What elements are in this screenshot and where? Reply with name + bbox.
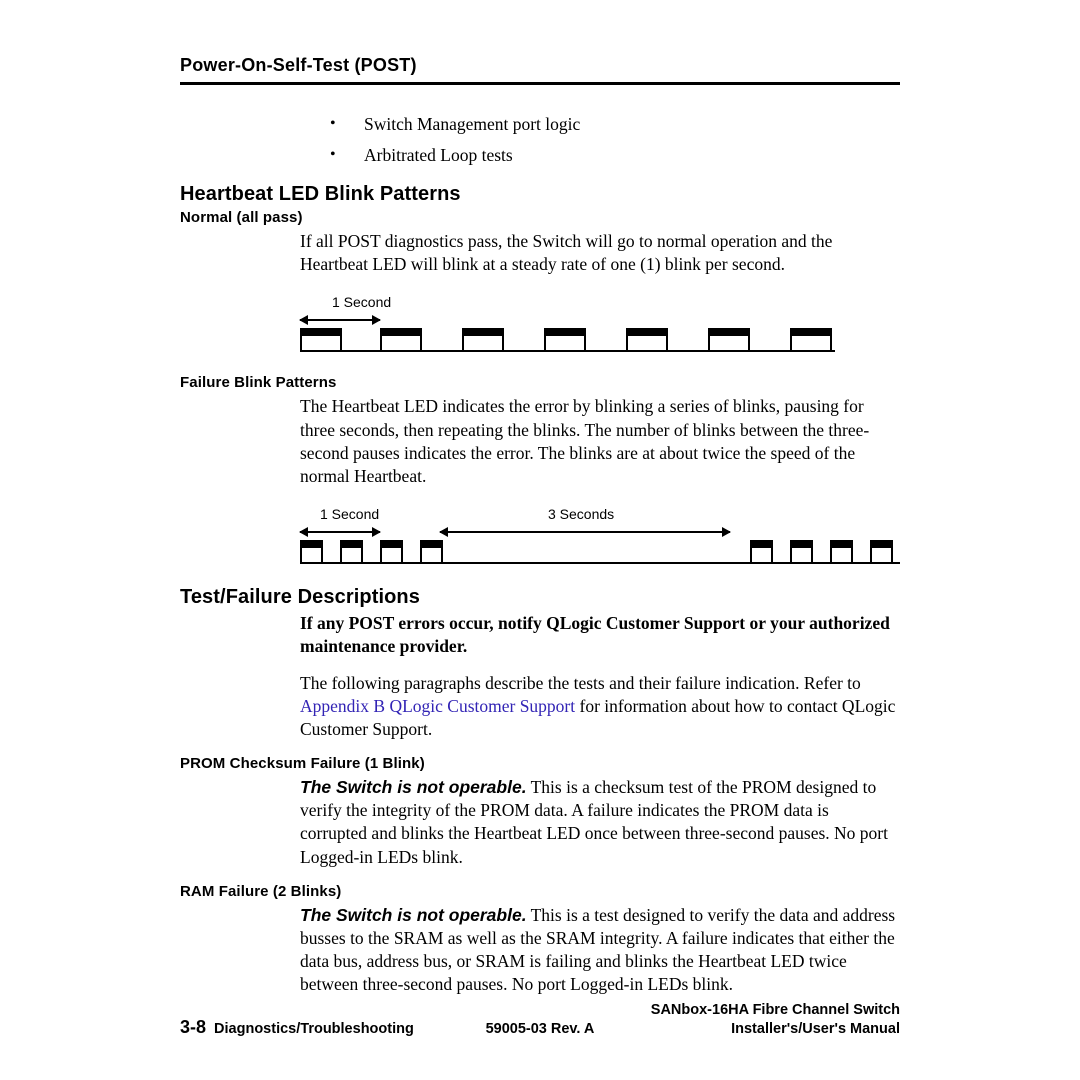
footer-product: SANbox-16HA Fibre Channel Switch [594, 1001, 900, 1021]
text-bold: If any POST errors occur, notify QLogic … [300, 613, 890, 656]
heading-ram: RAM Failure (2 Blinks) [180, 883, 900, 900]
link-appendix-b[interactable]: Appendix B QLogic Customer Support [300, 696, 575, 716]
footer-left: 3-8 Diagnostics/Troubleshooting [180, 1015, 486, 1040]
page-number: 3-8 [180, 1017, 206, 1037]
pulse [626, 328, 668, 336]
text-lead: The Switch is not operable. [300, 905, 527, 925]
pulse [830, 540, 853, 548]
text-lead: The Switch is not operable. [300, 777, 527, 797]
heading-heartbeat: Heartbeat LED Blink Patterns [180, 183, 900, 206]
arrow-1sec [300, 531, 380, 533]
footer-center: 59005-03 Rev. A [486, 1020, 595, 1040]
waveform-failure [300, 540, 900, 564]
waveform-normal [300, 328, 835, 352]
pulse [790, 540, 813, 548]
para-ram: The Switch is not operable. This is a te… [300, 904, 900, 996]
pulse [300, 540, 323, 548]
arrow-1sec [300, 319, 380, 321]
bullet-item: Arbitrated Loop tests [330, 142, 900, 169]
para-notify: If any POST errors occur, notify QLogic … [300, 612, 900, 658]
pulse [462, 328, 504, 336]
heading-normal: Normal (all pass) [180, 209, 900, 226]
bullet-item: Switch Management port logic [330, 111, 900, 138]
page-header: Power-On-Self-Test (POST) [180, 55, 900, 85]
footer-manual: Installer's/User's Manual [594, 1020, 900, 1040]
pulse [790, 328, 832, 336]
footer-section: Diagnostics/Troubleshooting [214, 1021, 414, 1037]
label-1-second: 1 Second [320, 506, 379, 522]
pulse [870, 540, 893, 548]
pulse [300, 328, 342, 336]
heading-prom: PROM Checksum Failure (1 Blink) [180, 755, 900, 772]
label-3-seconds: 3 Seconds [548, 506, 614, 522]
pulse [420, 540, 443, 548]
para-failure: The Heartbeat LED indicates the error by… [300, 395, 900, 487]
label-1-second: 1 Second [332, 294, 391, 310]
heading-test-failure: Test/Failure Descriptions [180, 586, 900, 609]
pulse [340, 540, 363, 548]
arrow-3sec [440, 531, 730, 533]
text: The following paragraphs describe the te… [300, 673, 861, 693]
footer-right: SANbox-16HA Fibre Channel Switch Install… [594, 1001, 900, 1040]
diagram-normal-heartbeat: 1 Second [300, 294, 900, 352]
para-following: The following paragraphs describe the te… [300, 672, 900, 741]
bullet-list: Switch Management port logic Arbitrated … [330, 111, 900, 169]
heading-failure-patterns: Failure Blink Patterns [180, 374, 900, 391]
para-normal: If all POST diagnostics pass, the Switch… [300, 230, 900, 276]
pulse [708, 328, 750, 336]
pulse [544, 328, 586, 336]
pulse [380, 540, 403, 548]
para-prom: The Switch is not operable. This is a ch… [300, 776, 900, 868]
pulse [750, 540, 773, 548]
diagram-failure-heartbeat: 1 Second 3 Seconds [300, 506, 900, 564]
page-footer: 3-8 Diagnostics/Troubleshooting 59005-03… [180, 1001, 900, 1040]
pulse [380, 328, 422, 336]
